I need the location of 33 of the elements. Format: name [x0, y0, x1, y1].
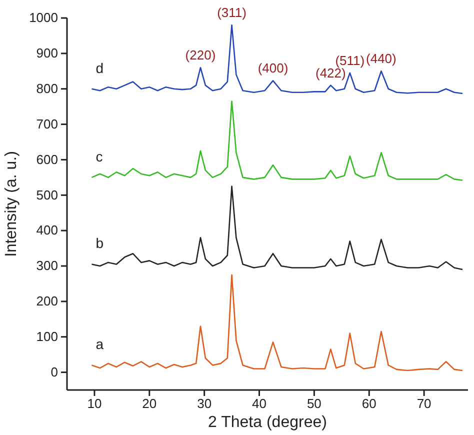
y-tick-label: 600 — [36, 152, 58, 167]
y-tick-label: 900 — [36, 46, 58, 61]
y-tick-label: 400 — [36, 222, 58, 238]
y-axis-title: Intensity (a. u.) — [3, 151, 20, 257]
y-tick-label: 100 — [36, 329, 58, 344]
y-tick-label: 800 — [36, 81, 58, 96]
series-label: d — [96, 60, 104, 76]
y-tick-label: 0 — [50, 364, 58, 380]
line-series — [91, 186, 464, 270]
y-tick-label: 300 — [36, 258, 58, 274]
annotation: (311) — [217, 5, 246, 20]
x-tick-label: 50 — [306, 396, 322, 412]
annotation: (220) — [185, 48, 216, 63]
series-label: b — [96, 235, 104, 252]
series-label: a — [96, 336, 104, 352]
annotation: (511) — [335, 52, 365, 68]
x-tick-label: 30 — [197, 396, 212, 412]
y-tick-label: 500 — [36, 187, 58, 202]
x-tick-label: 20 — [142, 396, 157, 412]
x-tick-label: 70 — [416, 396, 432, 412]
line-series — [91, 274, 464, 372]
x-tick-label: 40 — [252, 396, 266, 412]
line-series — [91, 100, 464, 181]
x-tick-label: 10 — [87, 396, 102, 412]
y-tick-label: 200 — [36, 294, 58, 309]
y-tick-label: 1000 — [29, 10, 58, 26]
x-axis-title: 2 Theta (degree) — [208, 414, 327, 431]
line-series — [91, 24, 464, 94]
x-tick-label: 60 — [362, 396, 376, 412]
y-tick-label: 700 — [36, 116, 58, 132]
annotation: (400) — [258, 60, 288, 76]
series-label: c — [96, 148, 103, 164]
annotation: (440) — [366, 51, 396, 66]
